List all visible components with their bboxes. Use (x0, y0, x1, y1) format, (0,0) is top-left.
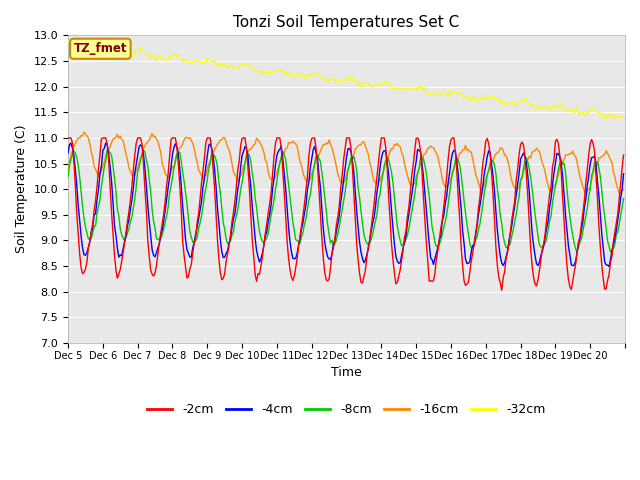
X-axis label: Time: Time (331, 366, 362, 379)
Legend: -2cm, -4cm, -8cm, -16cm, -32cm: -2cm, -4cm, -8cm, -16cm, -32cm (142, 398, 550, 421)
Y-axis label: Soil Temperature (C): Soil Temperature (C) (15, 125, 28, 253)
Title: Tonzi Soil Temperatures Set C: Tonzi Soil Temperatures Set C (234, 15, 460, 30)
Text: TZ_fmet: TZ_fmet (74, 42, 127, 55)
